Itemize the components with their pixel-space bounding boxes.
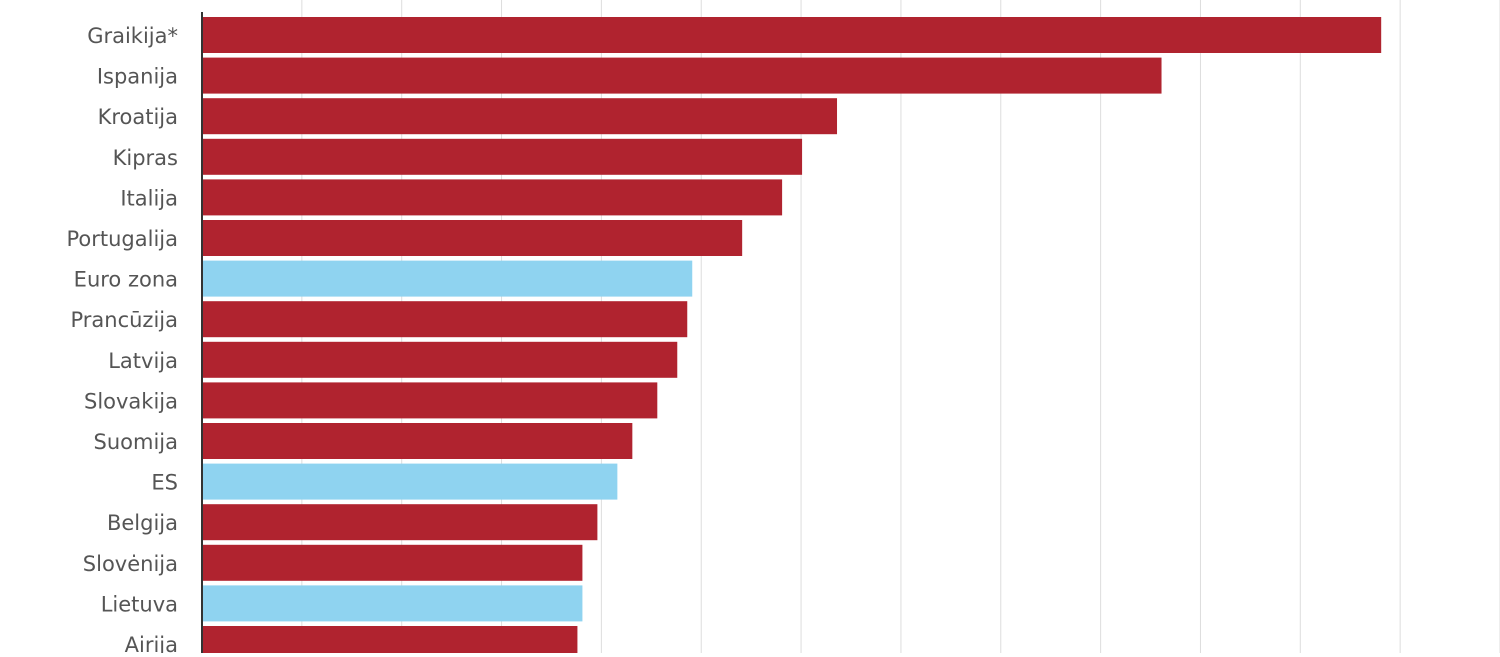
category-label: Graikija* [87, 24, 178, 48]
category-label: Slovėnija [83, 552, 178, 576]
bar [203, 220, 743, 256]
bar [203, 260, 693, 297]
category-label: ES [151, 471, 178, 495]
category-labels: Graikija* Ispanija Kroatija Kipras Italija Po… [66, 24, 178, 657]
category-label: Lietuva [101, 592, 178, 616]
category-label: Kroatija [98, 105, 178, 129]
category-label: Ispanija [97, 65, 178, 89]
bar [203, 544, 583, 581]
bar [203, 626, 578, 657]
bar [203, 98, 838, 135]
bar [203, 57, 1162, 94]
category-label: Airija [125, 633, 178, 653]
bar [203, 138, 803, 175]
category-label: Portugalija [66, 227, 178, 251]
bar [203, 179, 783, 216]
bar [203, 301, 688, 338]
bar [203, 17, 1382, 53]
category-label: Suomija [94, 430, 178, 454]
bar [203, 382, 658, 419]
bar [203, 423, 633, 459]
bar [203, 341, 678, 378]
category-label: Belgija [107, 511, 178, 535]
category-label: Euro zona [74, 268, 178, 292]
category-label: Slovakija [84, 389, 178, 413]
bar [203, 585, 583, 622]
category-label: Latvija [108, 349, 178, 373]
bar [203, 463, 618, 500]
bars [203, 17, 1382, 657]
category-label: Italija [120, 186, 178, 210]
bar [203, 504, 598, 541]
category-label: Prancūzija [70, 308, 178, 332]
category-label: Kipras [113, 146, 178, 170]
